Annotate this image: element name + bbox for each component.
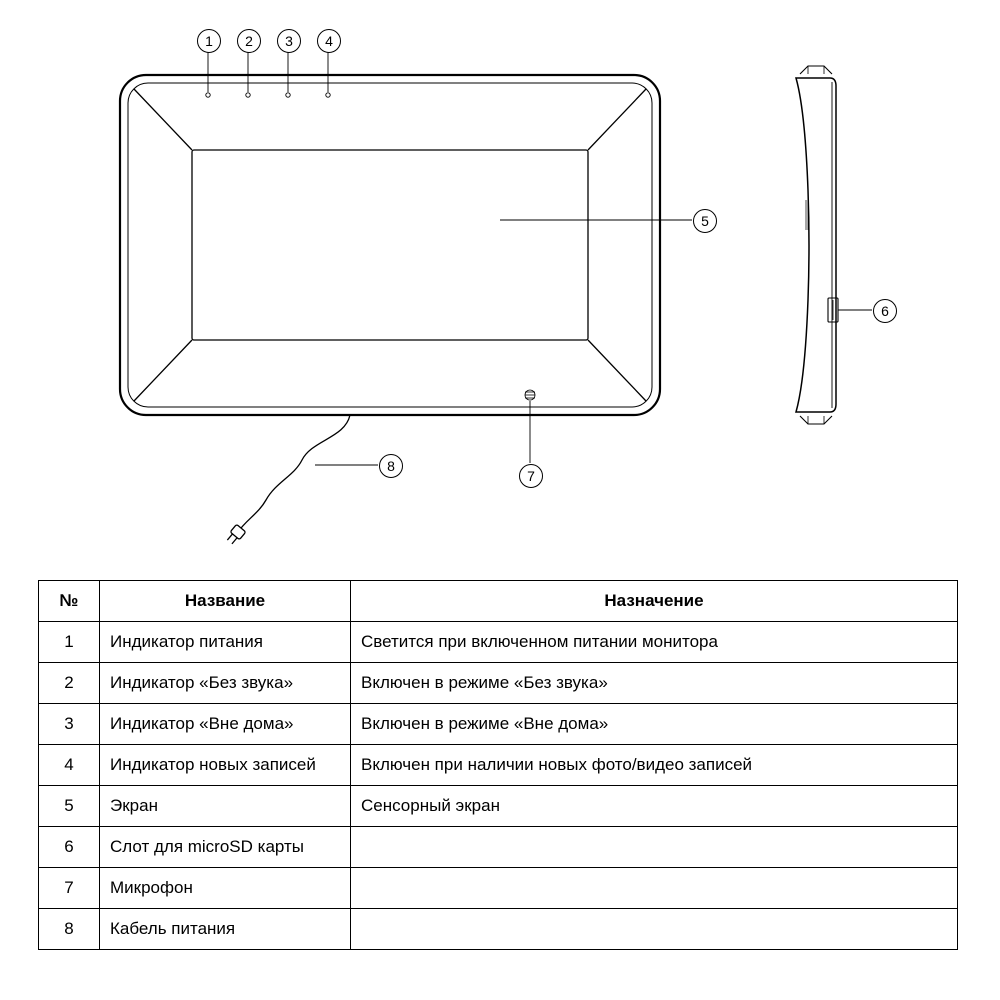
cell-purpose <box>351 827 958 868</box>
table-row: 8 Кабель питания <box>39 909 958 950</box>
cell-name: Слот для microSD карты <box>100 827 351 868</box>
table-row: 7 Микрофон <box>39 868 958 909</box>
front-outer-frame <box>120 75 660 415</box>
cell-num: 1 <box>39 622 100 663</box>
callout-6: 6 <box>873 299 897 323</box>
callout-3: 3 <box>277 29 301 53</box>
table-row: 6 Слот для microSD карты <box>39 827 958 868</box>
table-header-row: № Название Назначение <box>39 581 958 622</box>
cell-name: Индикатор питания <box>100 622 351 663</box>
cell-num: 5 <box>39 786 100 827</box>
table-row: 5 Экран Сенсорный экран <box>39 786 958 827</box>
cell-num: 2 <box>39 663 100 704</box>
cell-name: Индикатор новых записей <box>100 745 351 786</box>
cell-purpose: Включен в режиме «Вне дома» <box>351 704 958 745</box>
cell-purpose: Сенсорный экран <box>351 786 958 827</box>
cell-name: Микрофон <box>100 868 351 909</box>
callout-8: 8 <box>379 454 403 478</box>
page: 1 2 3 4 5 6 7 8 № Название Назначение 1 … <box>0 0 1000 1000</box>
col-header-purpose: Назначение <box>351 581 958 622</box>
power-cable-icon <box>225 415 350 546</box>
callout-5: 5 <box>693 209 717 233</box>
front-bezel-lines <box>134 89 646 401</box>
cell-purpose <box>351 909 958 950</box>
callout-2: 2 <box>237 29 261 53</box>
callout-7: 7 <box>519 464 543 488</box>
cell-num: 8 <box>39 909 100 950</box>
cell-purpose: Включен в режиме «Без звука» <box>351 663 958 704</box>
cell-num: 3 <box>39 704 100 745</box>
side-view <box>796 66 838 424</box>
cell-name: Кабель питания <box>100 909 351 950</box>
table-row: 1 Индикатор питания Светится при включен… <box>39 622 958 663</box>
callout-1: 1 <box>197 29 221 53</box>
parts-table: № Название Назначение 1 Индикатор питани… <box>38 580 958 950</box>
cell-name: Экран <box>100 786 351 827</box>
device-diagram <box>0 0 1000 570</box>
table-row: 2 Индикатор «Без звука» Включен в режиме… <box>39 663 958 704</box>
col-header-num: № <box>39 581 100 622</box>
leader-lines <box>208 51 872 465</box>
cell-purpose <box>351 868 958 909</box>
col-header-name: Название <box>100 581 351 622</box>
cell-num: 7 <box>39 868 100 909</box>
microphone-icon <box>525 390 535 400</box>
table-row: 3 Индикатор «Вне дома» Включен в режиме … <box>39 704 958 745</box>
cell-name: Индикатор «Без звука» <box>100 663 351 704</box>
cell-name: Индикатор «Вне дома» <box>100 704 351 745</box>
cell-purpose: Включен при наличии новых фото/видео зап… <box>351 745 958 786</box>
cell-num: 4 <box>39 745 100 786</box>
cell-num: 6 <box>39 827 100 868</box>
cell-purpose: Светится при включенном питании монитора <box>351 622 958 663</box>
front-outer-frame-inner <box>128 83 652 407</box>
indicator-dots <box>206 93 330 97</box>
callout-4: 4 <box>317 29 341 53</box>
table-row: 4 Индикатор новых записей Включен при на… <box>39 745 958 786</box>
